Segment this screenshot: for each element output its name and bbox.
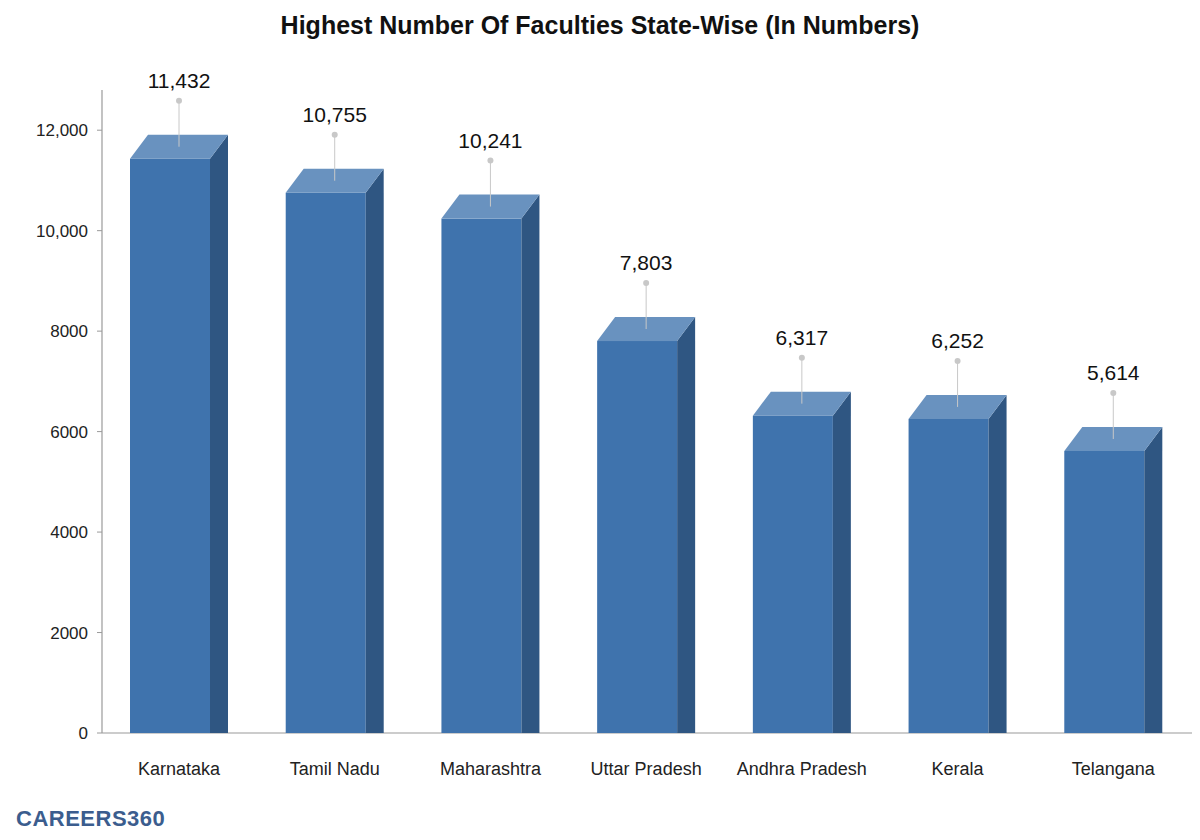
y-tick	[97, 331, 102, 332]
label-leader	[179, 101, 180, 147]
label-leader	[801, 358, 802, 404]
bar-front	[1064, 451, 1144, 733]
bar-side	[677, 317, 695, 733]
bar	[909, 395, 1007, 733]
y-tick-label: 0	[79, 724, 88, 743]
y-tick	[97, 230, 102, 231]
bar-side	[521, 195, 539, 733]
label-leader	[334, 135, 335, 181]
logo-text: CAREERS360	[16, 806, 165, 831]
data-label: 6,252	[931, 329, 984, 352]
bar-side	[210, 135, 228, 733]
y-tick	[97, 431, 102, 432]
y-tick-label: 6000	[50, 423, 88, 442]
bar	[130, 135, 228, 733]
data-label: 7,803	[620, 251, 673, 274]
y-tick-label: 12,000	[36, 121, 88, 140]
label-dot	[332, 132, 338, 138]
y-tick-label: 8000	[50, 322, 88, 341]
label-leader	[646, 283, 647, 329]
bar	[1064, 427, 1162, 733]
labels: Karnataka 11,432 Tamil Nadu 10,755 Maharasht…	[138, 69, 1156, 779]
y-tick-label: 10,000	[36, 222, 88, 241]
y-axis-line	[101, 90, 102, 733]
label-dot	[643, 280, 649, 286]
x-tick-label: Maharashtra	[440, 759, 542, 779]
y-tick-label: 2000	[50, 624, 88, 643]
label-leader	[957, 361, 958, 407]
bar-side	[833, 392, 851, 733]
x-tick-label: Kerala	[932, 759, 985, 779]
background	[0, 0, 1200, 840]
chart-container: Highest Number Of Faculties State-Wise (…	[0, 0, 1200, 840]
label-dot	[955, 358, 961, 364]
y-tick	[97, 733, 102, 734]
y-tick-label: 4000	[50, 523, 88, 542]
y-tick	[97, 532, 102, 533]
bar	[597, 317, 695, 733]
x-tick-label: Andhra Pradesh	[737, 759, 867, 779]
label-leader	[490, 161, 491, 207]
data-label: 10,755	[303, 103, 367, 126]
x-tick-label: Tamil Nadu	[290, 759, 380, 779]
bar-front	[130, 159, 210, 733]
data-label: 11,432	[148, 69, 211, 92]
y-tick	[97, 632, 102, 633]
bar-side	[366, 169, 384, 733]
x-tick-label: Telangana	[1072, 759, 1156, 779]
bar	[441, 195, 539, 733]
chart-title: Highest Number Of Faculties State-Wise (…	[281, 11, 920, 39]
chart-svg: Highest Number Of Faculties State-Wise (…	[0, 0, 1200, 840]
bars	[130, 135, 1162, 733]
bar-front	[441, 219, 521, 733]
label-dot	[176, 98, 182, 104]
bar-front	[286, 193, 366, 733]
bar-side	[1144, 427, 1162, 733]
bar-front	[597, 341, 677, 733]
bar-front	[909, 419, 989, 733]
data-label: 6,317	[776, 326, 829, 349]
label-leader	[1113, 393, 1114, 439]
bar-front	[753, 416, 833, 733]
bar	[753, 392, 851, 733]
bar	[286, 169, 384, 733]
x-tick-label: Karnataka	[138, 759, 221, 779]
label-dot	[487, 158, 493, 164]
data-label: 10,241	[458, 129, 522, 152]
label-dot	[799, 355, 805, 361]
data-label: 5,614	[1087, 361, 1140, 384]
label-dot	[1110, 390, 1116, 396]
x-tick-label: Uttar Pradesh	[591, 759, 702, 779]
bar-side	[989, 395, 1007, 733]
y-tick	[97, 130, 102, 131]
